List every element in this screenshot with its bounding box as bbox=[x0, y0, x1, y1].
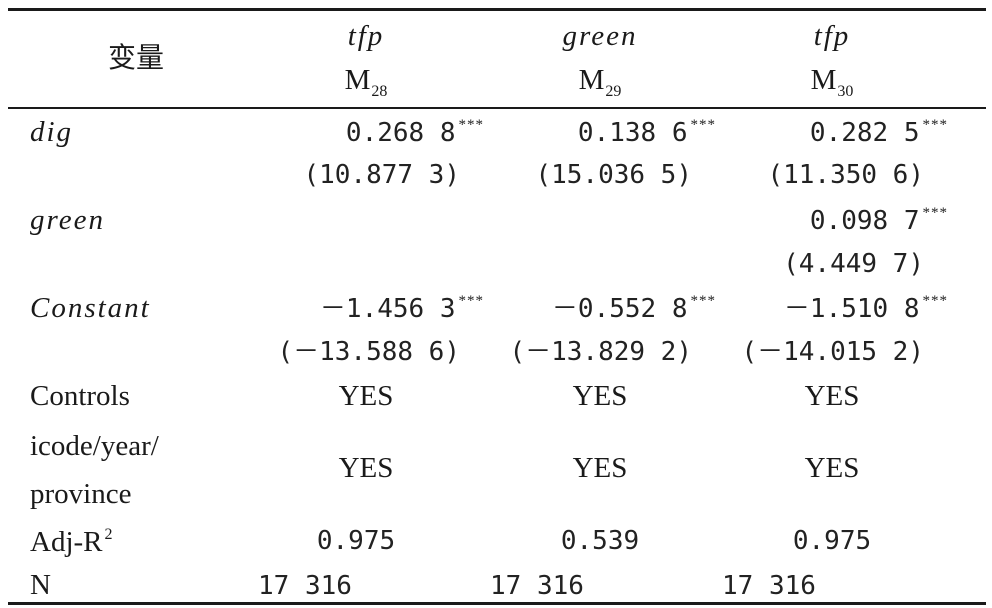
constant-t-col1: (－13.588 6) bbox=[277, 337, 460, 367]
controls-col3: YES bbox=[804, 380, 860, 412]
row-label-controls: Controls bbox=[30, 380, 130, 412]
constant-t-col3: (－14.015 2) bbox=[741, 337, 924, 367]
green-t-col3: (4.449 7) bbox=[783, 249, 924, 279]
constant-coef-col2: －0.552 8 *** bbox=[551, 293, 716, 324]
row-label-fe-line2: province bbox=[30, 478, 132, 510]
col1-model: M28 bbox=[344, 64, 388, 100]
controls-col1: YES bbox=[338, 380, 394, 412]
col3-model: M30 bbox=[810, 64, 854, 100]
dig-t-col3: (11.350 6) bbox=[767, 160, 924, 190]
dig-coef-col1: 0.268 8 *** bbox=[345, 117, 484, 148]
row-label-fe-line1: icode/year/ bbox=[30, 430, 159, 462]
col2-model: M29 bbox=[578, 64, 622, 100]
bottom-rule bbox=[8, 602, 986, 605]
fe-col2: YES bbox=[572, 452, 628, 484]
variable-header: 变量 bbox=[108, 41, 165, 74]
row-label-dig: dig bbox=[30, 116, 74, 148]
constant-coef-col3: －1.510 8 *** bbox=[783, 293, 948, 324]
n-col3: 17 316 bbox=[722, 571, 816, 601]
dig-coef-col2: 0.138 6 *** bbox=[577, 117, 716, 148]
green-coef-col3: 0.098 7 *** bbox=[809, 205, 948, 236]
col2-dep-var: green bbox=[562, 20, 638, 52]
header-rule bbox=[8, 107, 986, 109]
row-label-green: green bbox=[30, 204, 105, 236]
constant-coef-col1: －1.456 3 *** bbox=[319, 293, 484, 324]
col1-dep-var: tfp bbox=[347, 20, 385, 52]
col3-dep-var: tfp bbox=[813, 20, 851, 52]
adjr2-col2: 0.539 bbox=[560, 526, 640, 556]
row-label-n: N bbox=[30, 569, 51, 601]
top-rule bbox=[8, 8, 986, 11]
constant-t-col2: (－13.829 2) bbox=[509, 337, 692, 367]
fe-col1: YES bbox=[338, 452, 394, 484]
fe-col3: YES bbox=[804, 452, 860, 484]
dig-t-col1: (10.877 3) bbox=[303, 160, 460, 190]
controls-col2: YES bbox=[572, 380, 628, 412]
row-label-constant: Constant bbox=[30, 292, 151, 324]
n-col2: 17 316 bbox=[490, 571, 584, 601]
dig-coef-col3: 0.282 5 *** bbox=[809, 117, 948, 148]
n-col1: 17 316 bbox=[258, 571, 352, 601]
adjr2-col3: 0.975 bbox=[792, 526, 872, 556]
dig-t-col2: (15.036 5) bbox=[535, 160, 692, 190]
adjr2-col1: 0.975 bbox=[316, 526, 396, 556]
row-label-adjr2: Adj-R 2 bbox=[30, 526, 113, 558]
